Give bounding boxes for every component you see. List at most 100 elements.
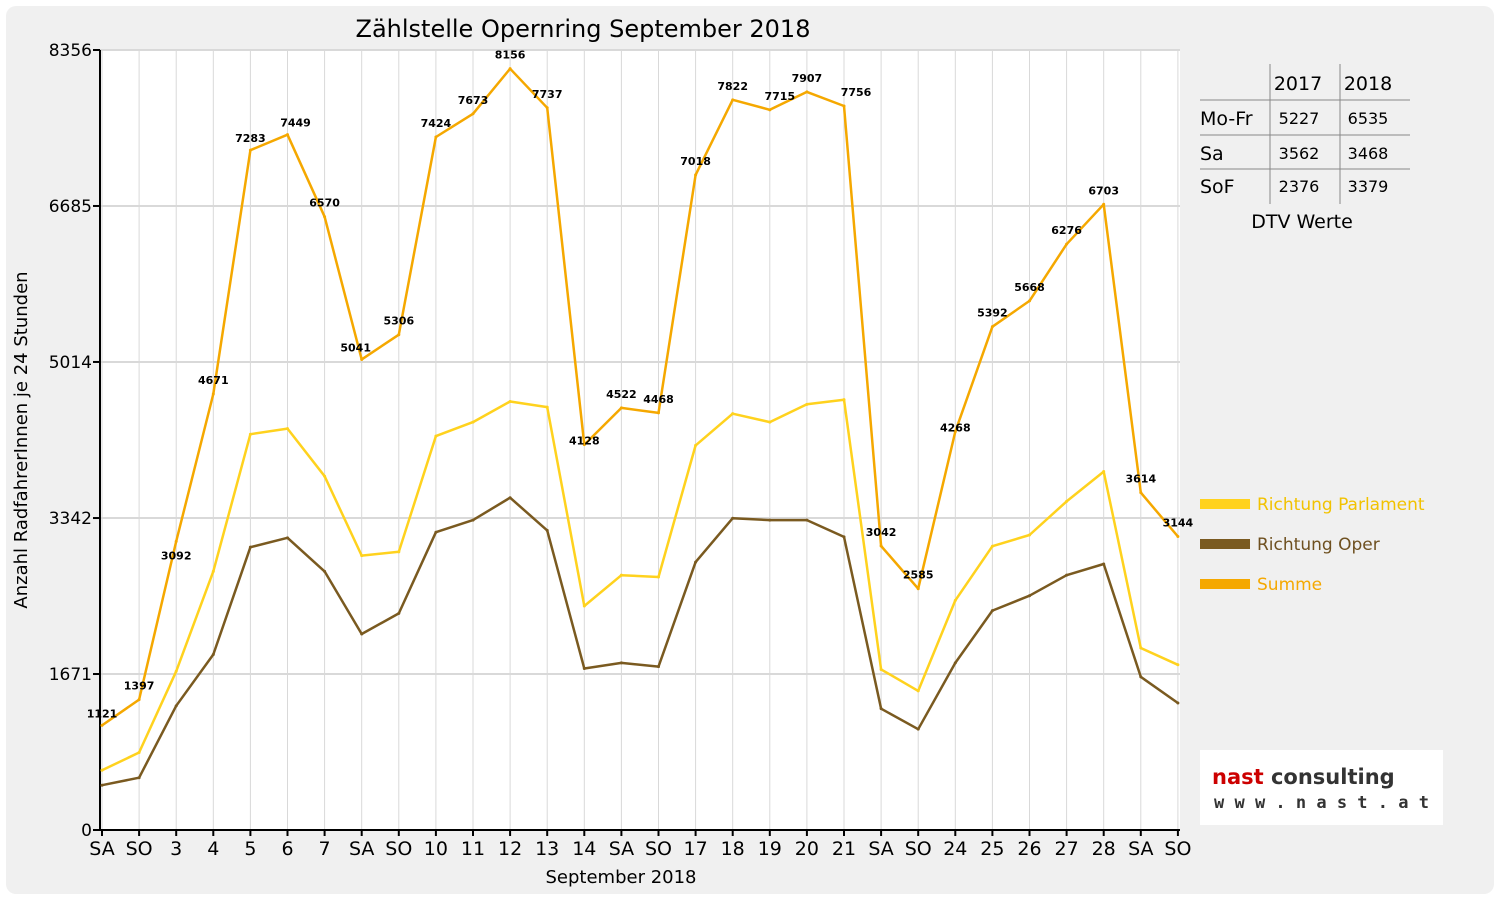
data-point (397, 550, 401, 554)
data-label-summe: 4522 (606, 388, 637, 401)
data-point (286, 133, 289, 137)
x-tick-label: 18 (721, 838, 745, 860)
data-label-summe: 4671 (198, 374, 229, 387)
legend-label-parlament: Richtung Parlament (1257, 495, 1425, 515)
data-label-summe: 7673 (458, 94, 489, 107)
data-label-summe: 7907 (792, 72, 823, 85)
dtv-row-label-mofr: Mo-Fr (1200, 108, 1253, 130)
data-label-summe: 4268 (940, 422, 971, 435)
data-label-summe: 7822 (717, 80, 748, 93)
data-point (137, 751, 141, 755)
plot-area (100, 50, 1180, 830)
data-point (248, 148, 252, 152)
data-point (545, 106, 549, 110)
data-point (1139, 675, 1143, 679)
data-point (471, 112, 475, 116)
data-point (768, 420, 772, 424)
data-point (248, 432, 252, 436)
data-point (1176, 701, 1180, 705)
data-point (916, 727, 920, 731)
dtv-cell-mofr-2017: 5227 (1279, 109, 1320, 128)
data-point (1102, 202, 1106, 206)
data-point (916, 689, 920, 693)
x-tick-label: SO (645, 838, 672, 860)
x-tick-label: SA (89, 838, 114, 860)
data-label-summe: 7756 (841, 86, 872, 99)
data-label-summe: 6703 (1088, 184, 1119, 197)
x-tick-label: 14 (572, 838, 596, 860)
data-point (323, 474, 327, 478)
data-point (582, 667, 586, 671)
data-point (1102, 470, 1106, 474)
data-point (286, 427, 289, 431)
dtv-row-label-sa: Sa (1200, 143, 1224, 165)
data-point (990, 609, 994, 613)
data-point (768, 108, 772, 112)
x-tick-label: 27 (1055, 838, 1079, 860)
data-label-summe: 3614 (1125, 473, 1156, 486)
data-point (545, 528, 549, 532)
data-point (360, 632, 364, 636)
data-point (211, 569, 215, 573)
y-tick-label: 3342 (49, 509, 92, 529)
data-label-summe: 6276 (1051, 224, 1082, 237)
data-point (360, 357, 364, 361)
data-point (582, 443, 586, 447)
legend-label-oper: Richtung Oper (1257, 535, 1380, 555)
data-point (211, 392, 215, 396)
series-line-richtung-parlament (101, 398, 1179, 772)
data-point (508, 67, 512, 71)
data-label-summe: 1121 (87, 707, 118, 720)
data-point (768, 518, 772, 522)
dtv-table: 2017 2018 Mo-Fr 5227 6535 Sa 3562 3468 S… (1200, 64, 1410, 233)
y-tick-label: 5014 (49, 353, 92, 373)
y-tick-label: 8356 (49, 41, 92, 61)
data-point (1028, 594, 1031, 598)
data-point (879, 707, 883, 711)
data-point (953, 661, 957, 665)
data-point (508, 496, 512, 500)
data-point (990, 325, 994, 329)
data-label-summe: 7449 (280, 117, 311, 130)
data-point (1102, 562, 1106, 566)
data-point (953, 598, 957, 602)
data-point (100, 768, 104, 772)
data-point (174, 539, 178, 543)
data-point (434, 135, 438, 139)
data-labels: 1121 1397 3092 4671 7283 7449 6570 5041 5306 7424… (87, 49, 1194, 721)
data-point (619, 406, 623, 410)
data-point (1176, 535, 1180, 539)
logo-url: w w w . n a s t . a t (1214, 793, 1429, 813)
data-point (731, 516, 735, 520)
data-point (657, 575, 660, 579)
dtv-cell-sa-2017: 3562 (1279, 144, 1320, 163)
data-point (545, 405, 549, 409)
data-point (137, 698, 141, 702)
legend-swatch-parlament (1200, 499, 1250, 509)
data-point (694, 173, 698, 177)
dtv-cell-sa-2018: 3468 (1348, 144, 1389, 163)
y-tick-label: 0 (81, 821, 92, 841)
x-tick-label: SO (385, 838, 412, 860)
data-point (471, 518, 475, 522)
data-point (1028, 533, 1031, 537)
y-tick-label: 1671 (49, 665, 92, 685)
data-label-summe: 5668 (1014, 281, 1045, 294)
data-point (211, 653, 215, 657)
data-label-summe: 4128 (569, 435, 600, 448)
data-label-summe: 7737 (532, 88, 563, 101)
data-point (1139, 646, 1143, 650)
y-tick-label: 6685 (49, 197, 92, 217)
data-point (323, 569, 327, 573)
data-point (842, 104, 846, 108)
data-label-summe: 5041 (340, 341, 371, 354)
legend-label-summe: Summe (1257, 575, 1322, 595)
data-point (434, 434, 438, 438)
dtv-cell-sof-2017: 2376 (1279, 177, 1320, 196)
data-point (916, 587, 920, 591)
data-point (990, 544, 994, 548)
dtv-caption: DTV Werte (1251, 211, 1353, 233)
data-point (174, 669, 178, 673)
data-label-summe: 6570 (309, 197, 340, 210)
